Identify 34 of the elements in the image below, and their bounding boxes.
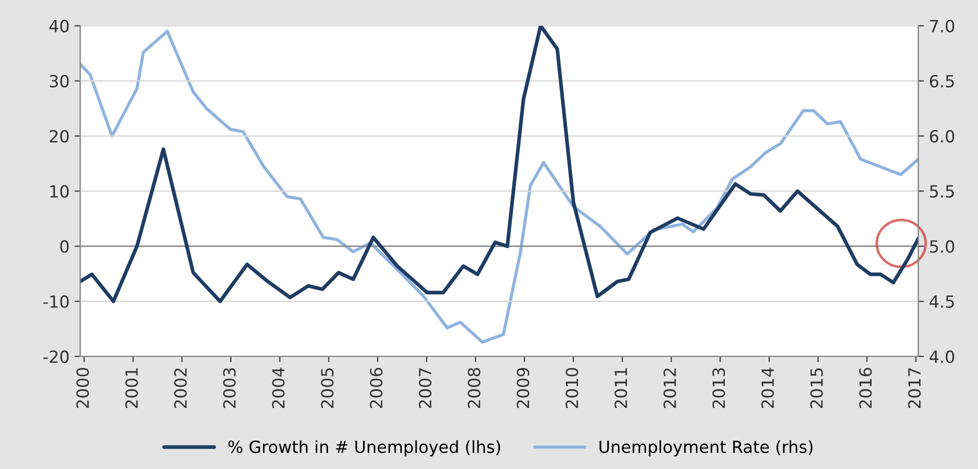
y-tick-label: 20 xyxy=(50,130,69,143)
y2-tick-label: 5.0 xyxy=(930,240,954,253)
x-tick-label: 2011 xyxy=(614,368,628,408)
x-tick-label: 2002 xyxy=(174,368,187,408)
y2-tick-label: 6.5 xyxy=(930,74,954,88)
x-tick-label: 2007 xyxy=(418,368,432,408)
legend-label: % Growth in # Unemployed (lhs) xyxy=(228,440,500,456)
x-tick-label: 2014 xyxy=(761,368,774,408)
x-tick-label: 2000 xyxy=(76,368,89,408)
x-tick-label: 2003 xyxy=(223,368,236,408)
y2-tick-label: 5.5 xyxy=(930,185,954,198)
x-tick-label: 2017 xyxy=(908,368,921,408)
x-tick-label: 2013 xyxy=(712,368,726,408)
x-tick-label: 2015 xyxy=(810,368,823,408)
y2-tick-label: 4.0 xyxy=(930,350,954,364)
y-tick-label: 40 xyxy=(49,20,69,32)
x-tick-label: 2009 xyxy=(516,368,530,408)
y2-tick-label: 7.0 xyxy=(930,20,954,32)
x-tick-label: 2008 xyxy=(468,368,480,408)
y-tick-label: -20 xyxy=(43,350,69,364)
y-tick-label: 10 xyxy=(50,185,69,198)
y-tick-label: -10 xyxy=(43,295,69,308)
x-tick-label: 2010 xyxy=(566,368,578,408)
x-tick-label: 2012 xyxy=(663,368,676,408)
y2-tick-label: 6.0 xyxy=(930,130,954,143)
x-tick-label: 2016 xyxy=(859,368,872,408)
x-tick-label: 2001 xyxy=(125,368,138,408)
y2-tick-label: 4.5 xyxy=(930,296,954,308)
legend-label: Unemployment Rate (rhs) xyxy=(600,440,812,456)
x-tick-label: 2005 xyxy=(320,368,334,408)
y-tick-label: 0 xyxy=(60,240,69,253)
x-tick-label: 2006 xyxy=(370,368,383,408)
y-tick-label: 30 xyxy=(50,74,69,88)
x-tick-label: 2004 xyxy=(272,368,285,408)
